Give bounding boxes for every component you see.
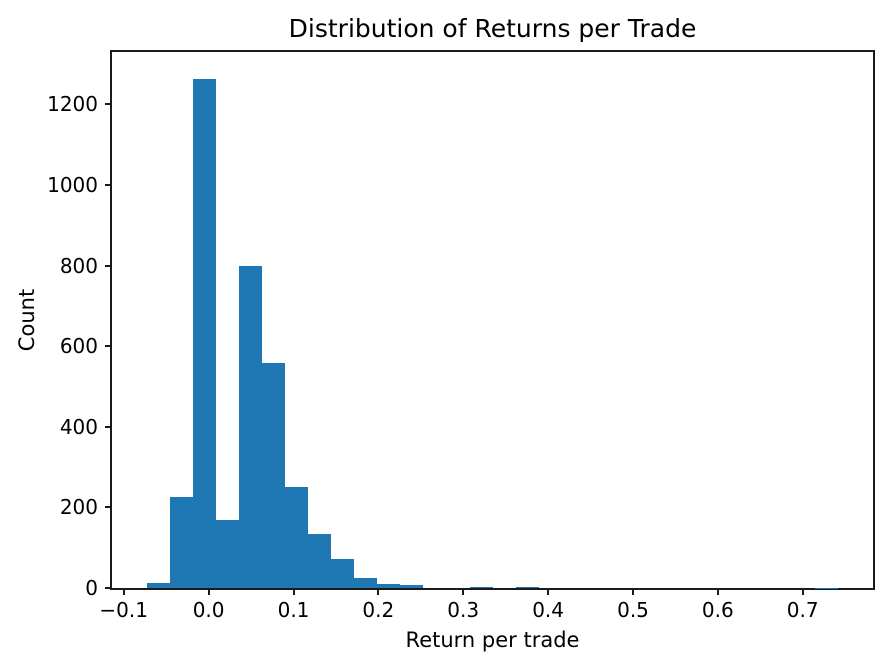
x-tick-label: 0.3	[447, 598, 480, 622]
x-tick-label: 0.2	[362, 598, 395, 622]
x-axis-tick	[292, 590, 295, 595]
x-axis-tick	[122, 590, 125, 595]
chart-title: Distribution of Returns per Trade	[288, 14, 697, 43]
y-axis-tick	[105, 103, 110, 106]
histogram-bar	[238, 265, 262, 588]
y-axis-tick	[105, 345, 110, 348]
y-axis-tick	[105, 184, 110, 186]
x-tick-label: 0.4	[532, 598, 564, 622]
histogram-bar	[169, 496, 193, 588]
histogram-bar	[400, 584, 424, 588]
y-axis-tick	[105, 506, 110, 509]
y-axis-tick	[105, 264, 110, 267]
x-tick-label: −0.1	[99, 598, 148, 622]
x-tick-label: 0.7	[786, 598, 819, 622]
plot-area	[110, 50, 875, 590]
x-tick-label: 0.5	[617, 598, 649, 622]
x-tick-label: 0.0	[192, 598, 225, 622]
x-axis-tick	[801, 590, 804, 595]
y-tick-label: 1000	[47, 173, 98, 197]
x-axis-tick	[377, 590, 380, 595]
histogram-bar	[469, 587, 493, 588]
y-tick-label: 800	[59, 253, 98, 278]
histogram-bar	[331, 558, 355, 588]
histogram-bar	[146, 582, 170, 588]
y-tick-label: 600	[59, 334, 98, 359]
y-tick-label: 1200	[47, 92, 98, 117]
x-tick-label: 0.1	[277, 598, 310, 622]
y-axis-tick	[105, 587, 110, 589]
y-tick-label: 400	[59, 414, 98, 439]
histogram-bar	[215, 519, 239, 588]
x-axis-tick	[547, 590, 550, 595]
x-axis-tick	[462, 590, 465, 595]
y-tick-label: 0	[85, 576, 98, 600]
histogram-bar	[377, 584, 401, 588]
histogram-bar	[261, 363, 285, 588]
histogram-bar	[308, 534, 332, 588]
x-tick-label: 0.6	[701, 598, 734, 622]
x-axis-tick	[207, 590, 210, 595]
x-axis-tick	[716, 590, 719, 595]
y-tick-label: 200	[59, 495, 98, 520]
histogram-bar	[192, 79, 216, 588]
x-axis-tick	[632, 590, 634, 595]
histogram-bar	[284, 486, 309, 588]
histogram-bar	[354, 577, 378, 588]
y-axis-tick	[105, 425, 110, 428]
histogram-bar	[515, 586, 539, 588]
x-axis-label: Return per trade	[405, 628, 580, 652]
